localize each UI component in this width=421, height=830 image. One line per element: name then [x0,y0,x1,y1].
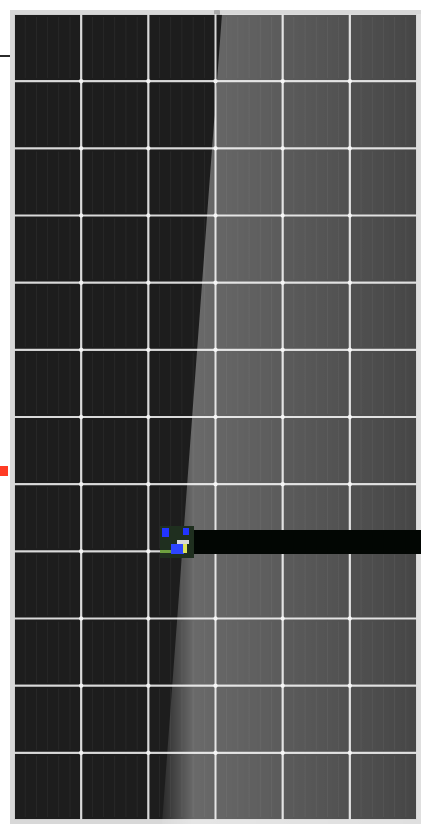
busbar-dot [347,414,353,420]
busbar-dot [78,683,84,688]
busbar-dot [146,146,151,151]
busbar-dot [78,146,84,151]
busbar-dot [347,280,353,285]
chip-yellow-mark [183,544,187,553]
busbar-dot [146,280,151,285]
busbar-dot [280,683,285,688]
busbar-dot [347,481,353,487]
busbar-dot [78,549,84,554]
busbar-dot [347,616,353,621]
busbar-dot [78,280,84,285]
busbar-dot [213,683,218,688]
solar-cell-grid [14,14,417,820]
busbar-dot [280,347,285,353]
chip-blue-mark-a [162,528,169,537]
busbar-dot [146,347,151,353]
busbar-dot [146,549,151,554]
busbar-dot [280,616,285,621]
busbar-dot [347,146,353,151]
busbar-dot [146,213,151,218]
chip-green-mark [160,550,171,553]
busbar-dot [280,414,285,420]
busbar-dot [280,481,285,487]
busbar-dot [213,481,218,487]
busbar-dot [213,414,218,420]
busbar-dot [213,616,218,621]
busbar-dot [78,750,84,756]
busbar-dot [280,78,285,84]
busbar-dot [347,750,353,756]
busbar-dot [213,347,218,353]
busbar-dot [146,616,151,621]
red-marker [0,466,8,476]
busbar-dot [78,78,84,84]
top-left-line [0,55,10,57]
busbar-dot [347,213,353,218]
busbar-dot [78,616,84,621]
busbar-dot [280,146,285,151]
busbar-dot [213,213,218,218]
junction-box-overlay [160,526,421,558]
busbar-dot [280,280,285,285]
busbar-dot [146,481,151,487]
busbar-dot [78,481,84,487]
busbar-dot [213,146,218,151]
junction-box-chip [160,526,194,558]
chip-blue-mark-b [183,528,189,535]
junction-box-bar [188,530,421,554]
busbar-dot [213,78,218,84]
busbar-dot [146,414,151,420]
busbar-dot [146,78,151,84]
busbar-dot [347,78,353,84]
frame-notch [214,10,220,15]
busbar-dot [78,347,84,353]
busbar-dot [347,683,353,688]
busbar-dot [280,213,285,218]
busbar-dot [146,683,151,688]
busbar-dot [280,750,285,756]
chip-blue-mark-c [171,544,184,554]
busbar-dot [78,414,84,420]
busbar-dot [78,213,84,218]
busbar-dot [347,347,353,353]
busbar-dot [146,750,151,756]
busbar-dot [213,280,218,285]
chip-white-mark [177,540,189,544]
busbar-dot [213,750,218,756]
